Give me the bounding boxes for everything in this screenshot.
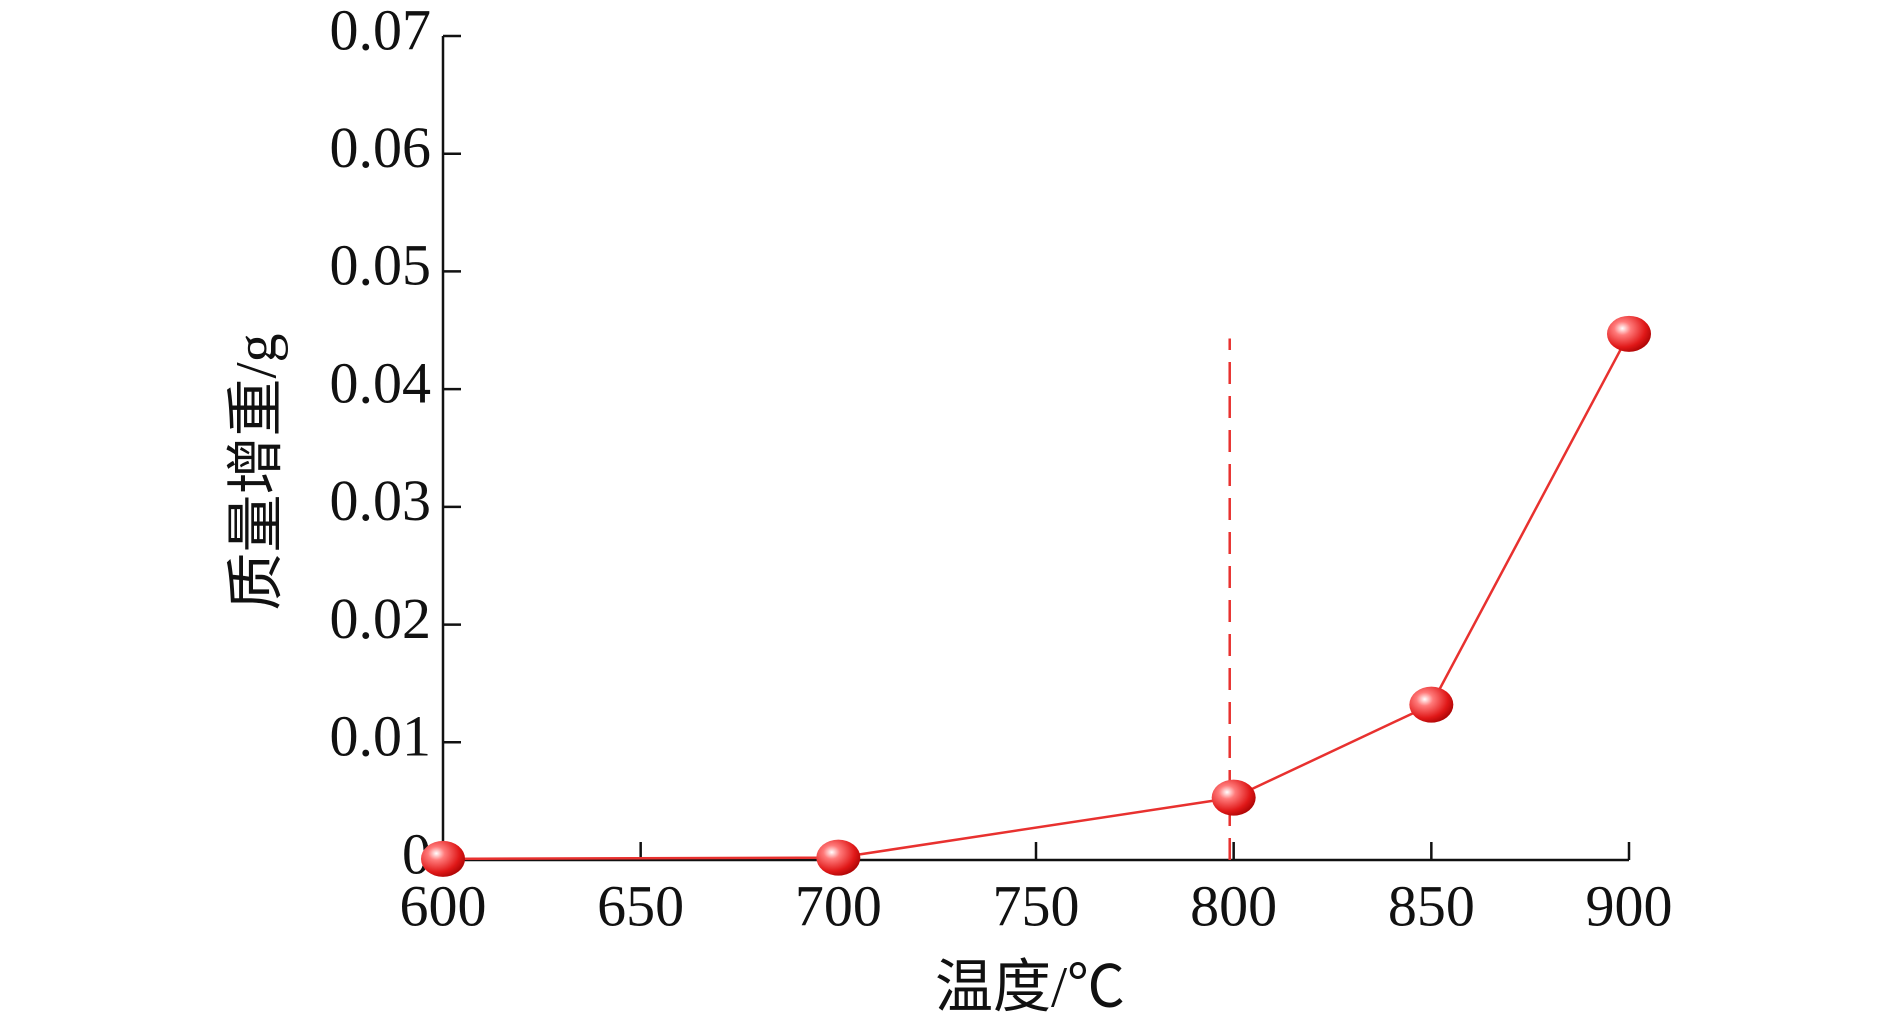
data-point <box>1211 779 1256 816</box>
y-tick-label: 0.02 <box>330 586 432 651</box>
x-tick-label: 850 <box>1388 873 1475 938</box>
y-tick-label: 0.03 <box>330 468 432 533</box>
x-tick-label: 750 <box>993 873 1080 938</box>
axis-lines <box>441 36 1629 862</box>
data-line <box>442 333 1631 861</box>
y-axis-label: 质量增重/g <box>223 333 288 610</box>
x-tick-label: 650 <box>597 873 684 938</box>
x-axis-label: 温度/℃ <box>935 954 1125 1019</box>
x-tick-label: 700 <box>795 873 882 938</box>
y-tick-label: 0.05 <box>330 233 432 298</box>
data-point <box>1607 315 1651 352</box>
data-point <box>421 840 465 877</box>
y-tick-label: 0.06 <box>330 115 432 180</box>
data-point <box>816 839 861 876</box>
x-tick-label: 900 <box>1586 873 1673 938</box>
data-point <box>1409 686 1454 723</box>
x-tick-label: 600 <box>400 873 487 938</box>
y-tick-label: 0.07 <box>330 0 432 62</box>
y-tick-label: 0.04 <box>330 350 432 415</box>
y-tick-label: 0.01 <box>330 704 432 769</box>
x-tick-label: 800 <box>1190 873 1277 938</box>
